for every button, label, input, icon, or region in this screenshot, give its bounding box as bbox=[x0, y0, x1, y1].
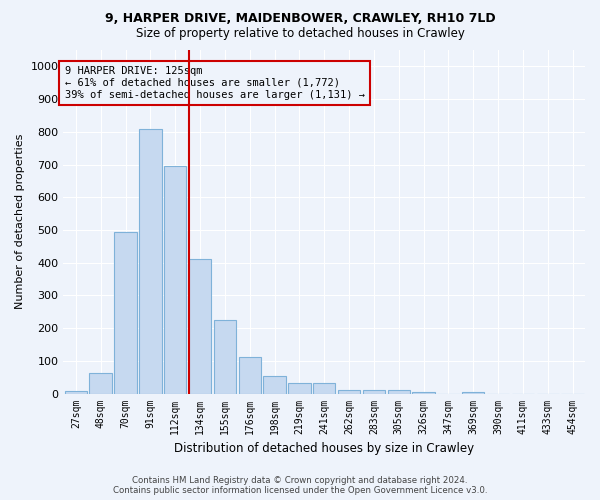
Bar bbox=[65, 392, 87, 394]
Bar bbox=[462, 392, 484, 394]
Y-axis label: Number of detached properties: Number of detached properties bbox=[15, 134, 25, 310]
Bar bbox=[388, 390, 410, 394]
Bar bbox=[214, 320, 236, 394]
Text: 9, HARPER DRIVE, MAIDENBOWER, CRAWLEY, RH10 7LD: 9, HARPER DRIVE, MAIDENBOWER, CRAWLEY, R… bbox=[104, 12, 496, 26]
X-axis label: Distribution of detached houses by size in Crawley: Distribution of detached houses by size … bbox=[174, 442, 474, 455]
Bar bbox=[263, 376, 286, 394]
Bar bbox=[189, 260, 211, 394]
Text: 9 HARPER DRIVE: 125sqm
← 61% of detached houses are smaller (1,772)
39% of semi-: 9 HARPER DRIVE: 125sqm ← 61% of detached… bbox=[65, 66, 365, 100]
Text: Contains HM Land Registry data © Crown copyright and database right 2024.
Contai: Contains HM Land Registry data © Crown c… bbox=[113, 476, 487, 495]
Bar bbox=[239, 356, 261, 394]
Bar bbox=[313, 383, 335, 394]
Bar bbox=[139, 129, 161, 394]
Bar bbox=[338, 390, 360, 394]
Bar bbox=[363, 390, 385, 394]
Bar bbox=[115, 232, 137, 394]
Bar bbox=[412, 392, 435, 394]
Bar bbox=[288, 383, 311, 394]
Bar bbox=[164, 166, 187, 394]
Bar bbox=[89, 374, 112, 394]
Text: Size of property relative to detached houses in Crawley: Size of property relative to detached ho… bbox=[136, 28, 464, 40]
